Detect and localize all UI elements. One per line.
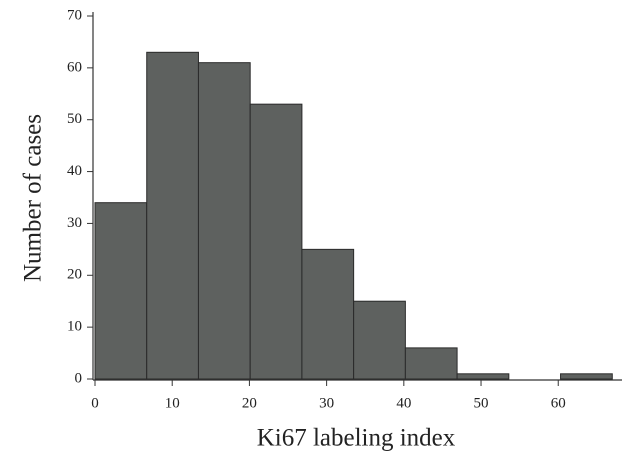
x-tick-label: 50 xyxy=(474,395,489,411)
bar xyxy=(249,103,303,380)
y-tick-label: 40 xyxy=(67,163,82,179)
bar xyxy=(301,248,355,380)
y-axis-title: Number of cases xyxy=(20,114,47,282)
x-tick-label: 10 xyxy=(165,395,180,411)
y-tick-label: 0 xyxy=(75,370,83,386)
y-tick-label: 50 xyxy=(67,111,82,127)
bar xyxy=(94,202,148,380)
bar xyxy=(560,373,613,380)
y-tick-label: 10 xyxy=(67,319,82,335)
x-tick-label: 20 xyxy=(242,395,257,411)
x-tick-label: 40 xyxy=(396,395,411,411)
y-tick-label: 30 xyxy=(67,215,82,231)
y-tick-label: 20 xyxy=(67,267,82,283)
bar xyxy=(197,62,251,380)
bar xyxy=(404,347,458,380)
bar xyxy=(146,51,199,380)
x-axis-title: Ki67 labeling index xyxy=(257,425,456,452)
x-tick-label: 0 xyxy=(91,395,99,411)
y-tick-label: 70 xyxy=(67,7,82,23)
bar xyxy=(456,373,510,380)
x-tick-label: 60 xyxy=(551,395,566,411)
bar xyxy=(353,300,406,380)
x-tick-label: 30 xyxy=(319,395,334,411)
y-tick-label: 60 xyxy=(67,59,82,75)
